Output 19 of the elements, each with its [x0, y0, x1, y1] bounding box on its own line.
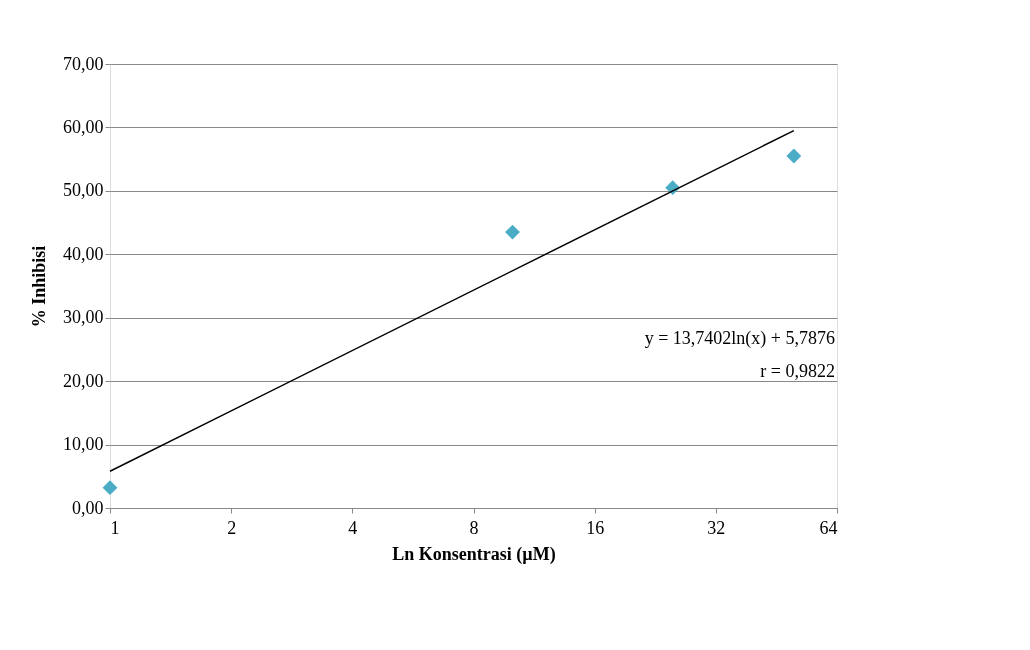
y-tick-label: 0,00: [72, 497, 104, 518]
annotation: r = 0,9822: [760, 361, 835, 381]
y-axis-title: % Inhibisi: [29, 245, 49, 328]
x-tick-label: 16: [586, 517, 605, 538]
y-tick-label: 10,00: [63, 434, 104, 455]
y-tick-label: 40,00: [63, 243, 104, 264]
x-tick-label: 4: [348, 517, 358, 538]
x-tick-label: 8: [469, 517, 479, 538]
y-tick-label: 70,00: [63, 53, 104, 74]
x-tick-label: 64: [819, 517, 838, 538]
y-tick-label: 60,00: [63, 116, 104, 137]
x-tick-label: 32: [707, 517, 726, 538]
y-tick-label: 20,00: [63, 370, 104, 391]
x-tick-label: 2: [227, 517, 237, 538]
y-tick-label: 30,00: [63, 307, 104, 328]
x-axis-title: Ln Konsentrasi (µM): [392, 543, 556, 565]
y-tick-label: 50,00: [63, 180, 104, 201]
x-tick-label: 1: [110, 517, 120, 538]
annotation: y = 13,7402ln(x) + 5,7876: [644, 328, 835, 349]
